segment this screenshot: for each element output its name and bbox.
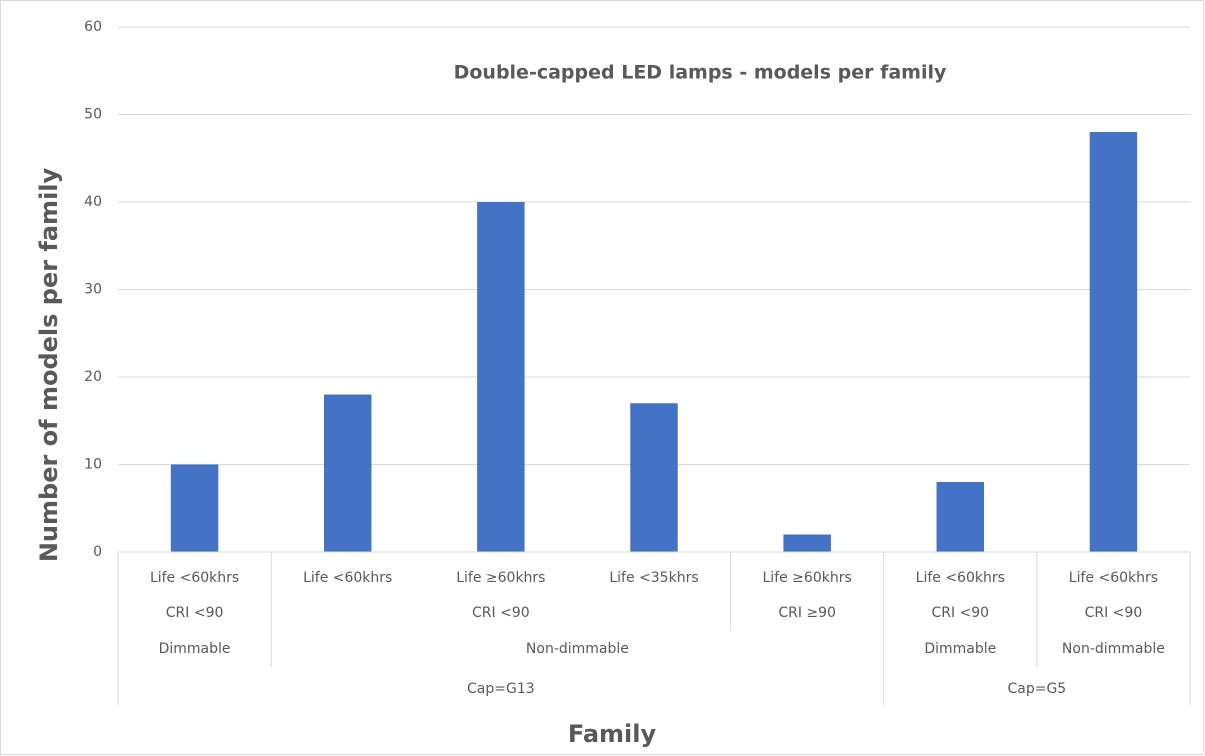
y-tick-label: 10 <box>84 457 102 473</box>
x-tick-label: Life <60khrs <box>303 570 392 586</box>
y-tick-label: 40 <box>84 194 102 210</box>
group-label: CRI <90 <box>931 605 989 621</box>
y-tick-label: 50 <box>84 107 102 123</box>
group-label: CRI <90 <box>472 605 530 621</box>
x-tick-label: Life ≥60khrs <box>456 570 545 586</box>
group-label: Non-dimmable <box>526 641 629 657</box>
y-tick-label: 20 <box>84 369 102 385</box>
group-label: CRI <90 <box>166 605 224 621</box>
y-axis-title: Number of models per family <box>35 167 63 562</box>
group-label: Non-dimmable <box>1062 641 1165 657</box>
x-tick-label: Life <60khrs <box>150 570 239 586</box>
bar <box>783 534 831 552</box>
group-label: CRI <90 <box>1085 605 1143 621</box>
bar <box>323 394 372 552</box>
group-label: CRI ≥90 <box>778 605 836 621</box>
group-label: Cap=G5 <box>1007 681 1066 697</box>
y-tick-label: 0 <box>93 544 102 560</box>
chart-title: Double-capped LED lamps - models per fam… <box>454 62 947 84</box>
bar <box>1089 132 1138 552</box>
x-tick-label: Life <60khrs <box>916 570 1005 586</box>
x-axis-title: Family <box>568 720 657 748</box>
y-tick-label: 30 <box>84 282 102 298</box>
group-label: Dimmable <box>159 641 231 657</box>
bar <box>477 202 525 552</box>
bar <box>936 482 985 552</box>
x-tick-label: Life ≥60khrs <box>763 570 852 586</box>
group-label: Dimmable <box>924 641 996 657</box>
x-tick-label: Life <60khrs <box>1069 570 1158 586</box>
bar <box>630 403 678 552</box>
group-label: Cap=G13 <box>467 681 535 697</box>
bar <box>170 464 219 552</box>
x-tick-label: Life <35khrs <box>609 570 698 586</box>
y-tick-label: 60 <box>84 19 102 35</box>
